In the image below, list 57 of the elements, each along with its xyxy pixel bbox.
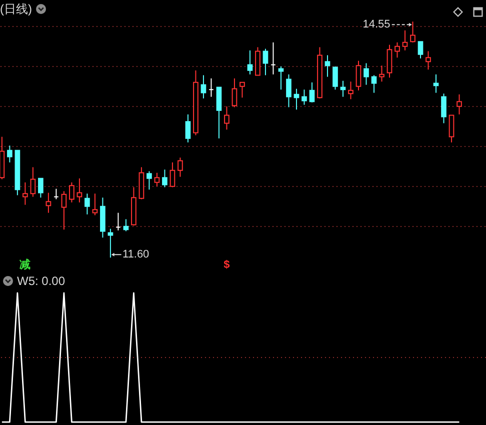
candlestick — [61, 190, 67, 230]
annotation: 11.60 — [122, 248, 150, 261]
candlestick — [154, 172, 160, 187]
candlestick — [200, 74, 206, 99]
candlestick — [364, 62, 369, 86]
candlestick — [448, 114, 454, 143]
candlestick — [309, 82, 315, 103]
candlestick — [270, 42, 276, 75]
candlestick — [162, 169, 168, 188]
candlestick — [208, 78, 214, 98]
candlestick — [332, 66, 338, 90]
annotation: 减 — [20, 258, 31, 271]
candlestick — [348, 81, 354, 100]
candlestick — [232, 78, 238, 108]
candlestick — [456, 94, 462, 115]
candlestick — [402, 30, 408, 51]
candlestick — [255, 46, 260, 76]
candlestick — [247, 50, 253, 75]
candlestick — [262, 48, 268, 76]
candlestick — [38, 178, 44, 198]
candlestick — [146, 170, 152, 190]
annotation: $ — [224, 259, 230, 271]
candlestick — [76, 178, 82, 203]
candlestick — [441, 93, 446, 124]
candlestick — [46, 192, 52, 214]
candlestick — [92, 193, 98, 216]
candlestick — [170, 162, 176, 188]
candlestick — [69, 182, 74, 203]
candlestick — [185, 114, 191, 143]
candlestick — [116, 212, 121, 231]
candlestick — [240, 82, 245, 98]
candlestick — [426, 50, 431, 70]
candlestick — [418, 41, 424, 59]
candlestick — [30, 166, 36, 198]
candlestick — [224, 106, 230, 130]
candlestick — [216, 86, 222, 139]
candlestick — [22, 182, 28, 206]
candlestick — [356, 60, 362, 91]
candlestick — [84, 193, 90, 215]
candlestick — [410, 21, 416, 43]
candlestick — [340, 80, 346, 98]
candlestick — [294, 88, 300, 110]
annotation: 14.55 — [362, 18, 390, 31]
candlestick — [433, 74, 439, 94]
chart-title: W5: 0.00 — [17, 274, 66, 288]
chart-title: (日线) — [0, 2, 32, 16]
candlestick — [324, 54, 330, 78]
candlestick — [7, 145, 12, 163]
candlestick — [379, 65, 384, 82]
candlestick — [386, 44, 392, 78]
candlestick — [286, 74, 292, 108]
candlestick — [371, 74, 377, 94]
candlestick — [178, 157, 183, 178]
candlestick — [54, 188, 59, 200]
candlestick — [302, 89, 307, 106]
candlestick — [394, 42, 400, 58]
candlestick — [123, 218, 129, 232]
